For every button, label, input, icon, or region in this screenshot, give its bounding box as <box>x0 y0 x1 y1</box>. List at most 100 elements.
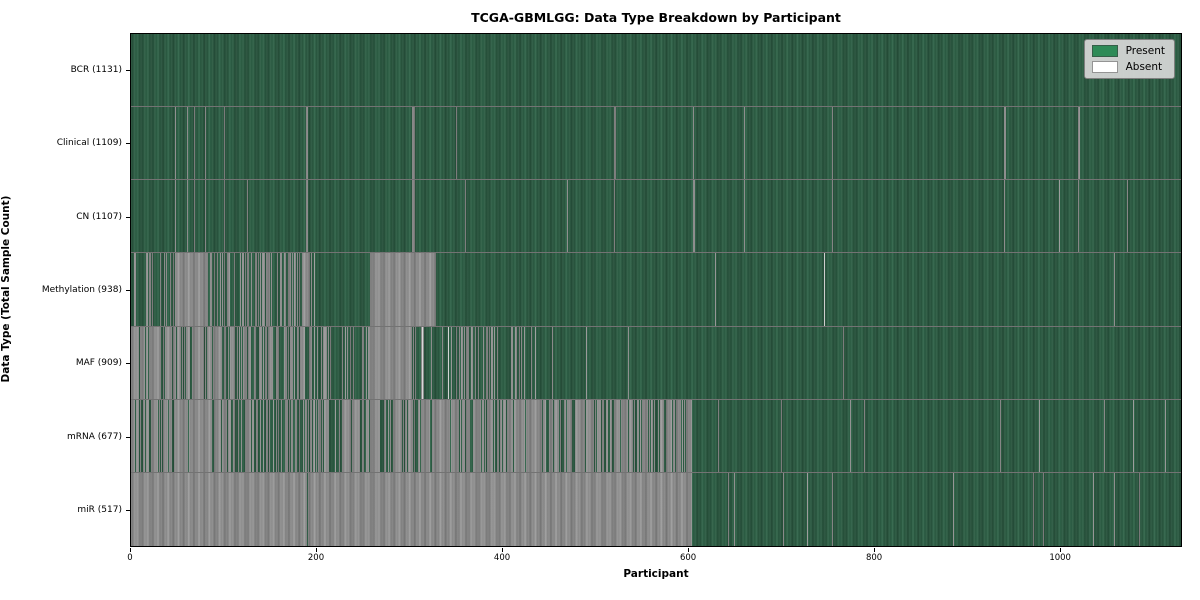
absent-run <box>458 326 460 399</box>
absent-run <box>362 326 364 399</box>
present-run <box>586 326 628 399</box>
present-run <box>465 399 467 472</box>
absent-run <box>194 180 196 253</box>
absent-run <box>481 399 484 472</box>
absent-run <box>291 253 294 326</box>
present-run <box>211 253 214 326</box>
absent-run <box>464 326 466 399</box>
present-run <box>165 253 167 326</box>
present-run <box>175 180 187 253</box>
present-run <box>390 399 393 472</box>
present-run <box>1078 180 1128 253</box>
present-run <box>415 399 418 472</box>
absent-run <box>485 326 487 399</box>
present-run <box>322 326 324 399</box>
absent-run <box>563 399 567 472</box>
absent-run <box>639 399 641 472</box>
present-run <box>339 399 342 472</box>
absent-run <box>268 326 274 399</box>
absent-run <box>567 399 572 472</box>
present-run <box>187 107 195 180</box>
absent-run <box>413 326 415 399</box>
absent-run <box>365 399 369 472</box>
present-run <box>832 472 953 546</box>
absent-run <box>952 472 954 546</box>
present-run <box>168 399 170 472</box>
absent-run <box>451 326 453 399</box>
absent-run <box>169 399 172 472</box>
absent-run <box>275 326 279 399</box>
absent-run <box>262 399 264 472</box>
present-run <box>336 399 339 472</box>
present-run <box>524 326 532 399</box>
absent-run <box>245 399 251 472</box>
absent-run <box>466 399 470 472</box>
present-run <box>317 326 322 399</box>
present-run <box>781 399 851 472</box>
present-run <box>211 326 213 399</box>
present-run <box>654 399 656 472</box>
absent-run <box>308 472 371 546</box>
absent-run <box>289 326 294 399</box>
absent-run <box>1103 399 1105 472</box>
absent-run <box>496 326 498 399</box>
present-run <box>190 326 193 399</box>
absent-run <box>327 326 329 399</box>
absent-run <box>1003 180 1005 253</box>
present-run <box>560 399 564 472</box>
present-run <box>131 253 134 326</box>
present-run <box>263 399 266 472</box>
present-run <box>149 253 151 326</box>
absent-run <box>655 399 657 472</box>
absent-run <box>213 399 222 472</box>
absent-run <box>221 399 227 472</box>
absent-run <box>309 326 313 399</box>
absent-run <box>831 107 833 180</box>
present-run <box>241 253 243 326</box>
absent-run <box>595 399 597 472</box>
absent-run <box>585 399 595 472</box>
absent-run <box>552 399 554 472</box>
absent-run <box>519 326 520 399</box>
present-run <box>148 399 150 472</box>
present-run <box>360 399 363 472</box>
present-run <box>238 399 242 472</box>
present-run <box>134 399 136 472</box>
present-run <box>452 326 456 399</box>
present-run <box>638 399 640 472</box>
absent-run <box>686 399 692 472</box>
absent-run <box>316 326 318 399</box>
present-run <box>431 326 442 399</box>
present-run <box>264 253 266 326</box>
absent-run <box>780 399 782 472</box>
present-run <box>364 326 366 399</box>
absent-run <box>271 253 273 326</box>
absent-run <box>407 399 414 472</box>
absent-run <box>369 399 380 472</box>
x-tick-label-1000: 1000 <box>1049 553 1071 563</box>
y-tick-mark <box>126 143 130 145</box>
absent-run <box>415 326 416 399</box>
present-run <box>615 107 693 180</box>
present-run <box>524 399 527 472</box>
absent-run <box>279 253 283 326</box>
present-run <box>206 180 224 253</box>
absent-run <box>403 399 404 472</box>
present-run <box>465 326 467 399</box>
present-run <box>652 399 654 472</box>
absent-run <box>287 253 291 326</box>
y-tick-label-maf: MAF (909) <box>75 358 122 369</box>
absent-run <box>660 399 664 472</box>
present-run <box>144 399 146 472</box>
x-tick-mark <box>316 548 318 552</box>
present-run <box>1104 399 1133 472</box>
present-run <box>328 326 330 399</box>
legend-label-present: Present <box>1125 45 1165 57</box>
present-run <box>685 399 687 472</box>
absent-run <box>205 326 207 399</box>
present-run <box>1039 399 1104 472</box>
absent-run <box>265 399 267 472</box>
absent-run <box>140 326 145 399</box>
absent-run <box>365 326 367 399</box>
present-run <box>535 326 553 399</box>
